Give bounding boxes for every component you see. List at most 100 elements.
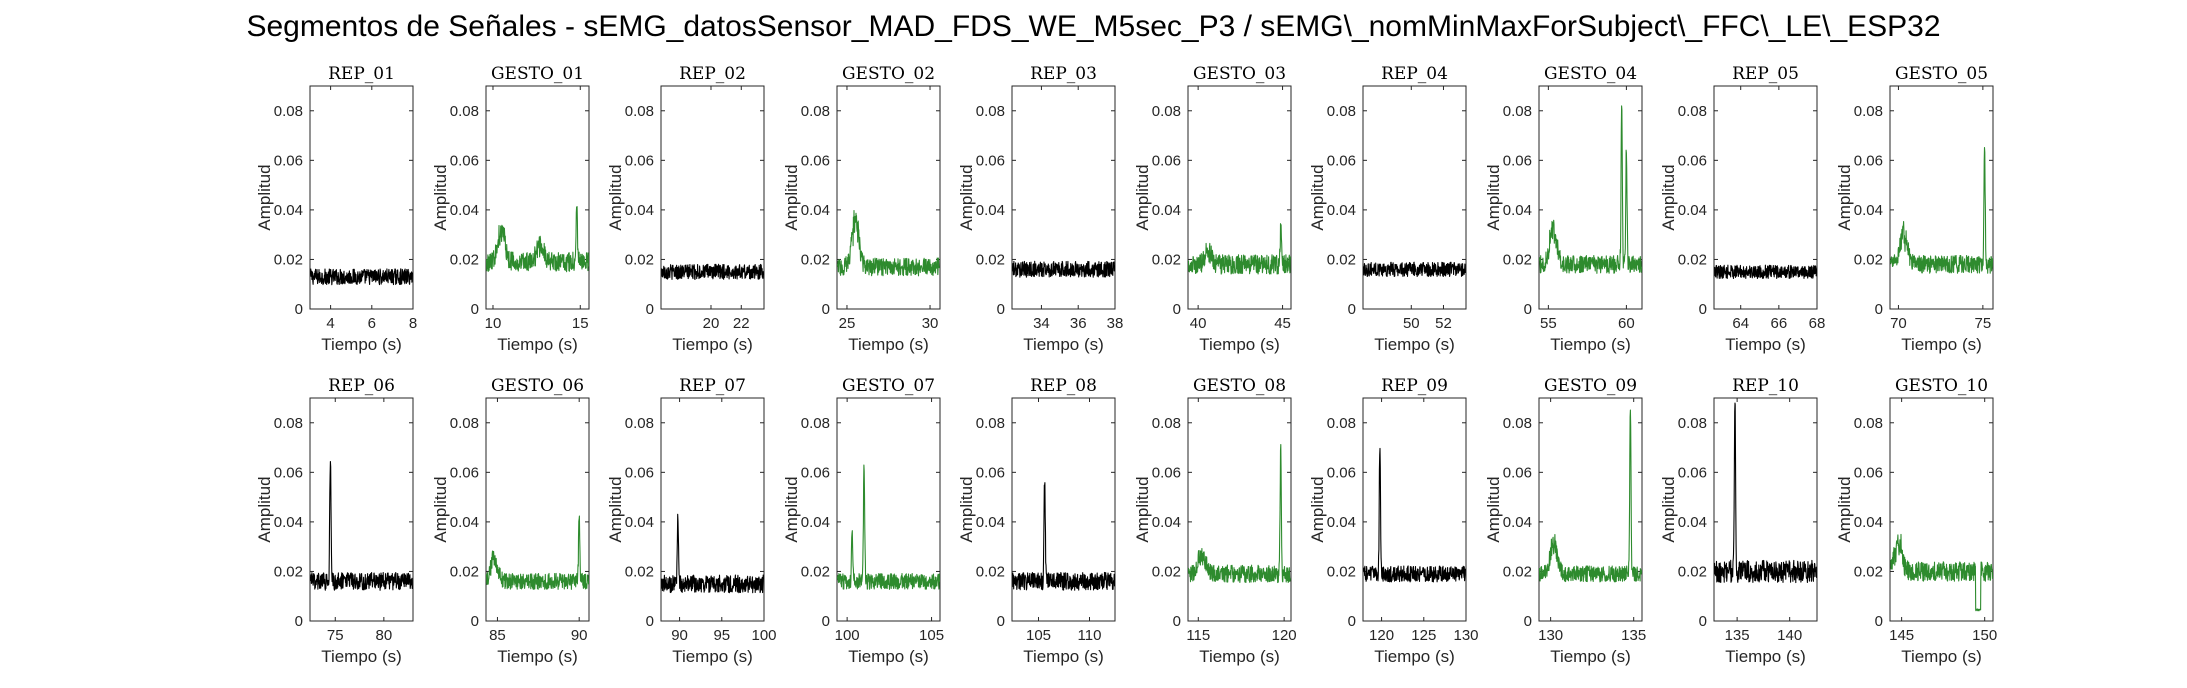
x-axis-label: Tiempo (s) — [1901, 647, 1982, 666]
series-line — [1713, 402, 1818, 584]
y-tick-label: 0.04 — [625, 514, 654, 531]
y-axis-label: Amplitud — [1484, 164, 1503, 230]
y-tick-label: 0.06 — [1503, 152, 1532, 169]
x-tick-label: 140 — [1777, 627, 1802, 644]
y-tick-label: 0.04 — [450, 514, 479, 531]
x-tick-label: 100 — [835, 627, 860, 644]
y-tick-label: 0.02 — [801, 251, 830, 268]
y-tick-label: 0.02 — [1854, 251, 1883, 268]
subplot-gesto-05: 0 0.02 0.04 0.06 0.08 70 75 GESTO_05 Tiempo (s) A… — [1835, 64, 1994, 354]
series-line — [1187, 444, 1292, 584]
y-tick-label: 0.04 — [1152, 202, 1181, 219]
x-tick-label: 90 — [671, 627, 688, 644]
subplot-rep-01: 0 0.02 0.04 0.06 0.08 4 6 8 REP_01 Tiempo (s) Ampl… — [255, 64, 417, 354]
y-axis-label: Amplitud — [255, 164, 274, 230]
y-tick-label: 0.02 — [1152, 563, 1181, 580]
x-tick-label: 105 — [919, 627, 944, 644]
series-line — [1890, 533, 1994, 612]
y-axis-label: Amplitud — [1835, 476, 1854, 542]
series-line — [1362, 447, 1467, 583]
plot-area — [1889, 85, 1994, 310]
y-axis-label: Amplitud — [255, 476, 274, 542]
y-tick-label: 0.06 — [625, 464, 654, 481]
y-tick-label: 0.08 — [1152, 415, 1181, 432]
y-tick-label: 0.04 — [1678, 514, 1707, 531]
series-line — [1538, 105, 1643, 274]
y-tick-label: 0.06 — [625, 152, 654, 169]
x-axis-label: Tiempo (s) — [497, 335, 578, 354]
subplot-gesto-03: 0 0.02 0.04 0.06 0.08 40 45 GESTO_03 Tiempo (s) A… — [1133, 64, 1292, 354]
subplot-title: GESTO_07 — [842, 376, 935, 396]
subplot-rep-06: 0 0.02 0.04 0.06 0.08 75 80 REP_06 Tiempo (s) Amp… — [255, 376, 414, 666]
y-tick-label: 0.04 — [1327, 514, 1356, 531]
x-tick-label: 125 — [1411, 627, 1436, 644]
y-axis-label: Amplitud — [1133, 164, 1152, 230]
plot-area — [836, 85, 941, 310]
y-tick-label: 0.02 — [976, 563, 1005, 580]
y-axis-label: Amplitud — [431, 164, 450, 230]
x-tick-label: 8 — [409, 315, 417, 332]
subplot-title: REP_01 — [328, 64, 395, 84]
y-tick-label: 0.02 — [274, 563, 303, 580]
y-tick-label: 0.08 — [976, 103, 1005, 120]
y-tick-label: 0.02 — [1503, 251, 1532, 268]
y-tick-label: 0.04 — [1503, 514, 1532, 531]
subplot-gesto-09: 0 0.02 0.04 0.06 0.08 130 135 GESTO_09 Tiempo (s… — [1484, 376, 1646, 666]
x-axis-label: Tiempo (s) — [1725, 335, 1806, 354]
subplot-title: REP_05 — [1732, 64, 1799, 84]
y-tick-label: 0.06 — [976, 152, 1005, 169]
y-tick-label: 0.08 — [801, 415, 830, 432]
y-tick-label: 0.02 — [1327, 563, 1356, 580]
subplot-rep-09: 0 0.02 0.04 0.06 0.08 120 125 130 REP_09 Tiempo (… — [1308, 376, 1479, 666]
y-tick-label: 0.04 — [274, 202, 303, 219]
subplot-title: REP_08 — [1030, 376, 1097, 396]
series-line — [1011, 482, 1116, 591]
series-line — [1538, 409, 1643, 583]
x-tick-label: 50 — [1403, 315, 1420, 332]
y-tick-label: 0.06 — [1678, 152, 1707, 169]
x-axis-label: Tiempo (s) — [848, 647, 929, 666]
y-tick-label: 0.02 — [1152, 251, 1181, 268]
subplot-title: REP_06 — [328, 376, 395, 396]
y-tick-label: 0.02 — [1327, 251, 1356, 268]
x-tick-label: 10 — [485, 315, 502, 332]
subplot-rep-03: 0 0.02 0.04 0.06 0.08 34 36 38 REP_03 Tiempo (s) A… — [957, 64, 1123, 354]
x-axis-label: Tiempo (s) — [1023, 335, 1104, 354]
subplot-rep-10: 0 0.02 0.04 0.06 0.08 135 140 REP_10 Tiempo (s) A… — [1659, 376, 1818, 666]
y-tick-label: 0.04 — [1152, 514, 1181, 531]
x-tick-label: 110 — [1078, 627, 1102, 644]
y-tick-label: 0.06 — [1327, 152, 1356, 169]
y-tick-label: 0.02 — [801, 563, 830, 580]
y-tick-label: 0.04 — [976, 202, 1005, 219]
series-line — [485, 206, 590, 273]
y-axis-label: Amplitud — [1133, 476, 1152, 542]
x-tick-label: 135 — [1621, 627, 1646, 644]
x-tick-label: 75 — [1975, 315, 1992, 332]
y-tick-label: 0 — [997, 301, 1005, 318]
x-axis-label: Tiempo (s) — [672, 647, 753, 666]
series-line — [1713, 264, 1818, 280]
x-tick-label: 100 — [751, 627, 776, 644]
series-line — [1362, 261, 1467, 278]
y-tick-label: 0.02 — [1678, 563, 1707, 580]
x-tick-label: 120 — [1272, 627, 1297, 644]
x-tick-label: 60 — [1618, 315, 1635, 332]
x-tick-label: 105 — [1026, 627, 1051, 644]
y-tick-label: 0.06 — [1678, 464, 1707, 481]
subplot-title: GESTO_10 — [1895, 376, 1988, 396]
y-tick-label: 0.08 — [274, 103, 303, 120]
y-tick-label: 0.06 — [1503, 464, 1532, 481]
x-tick-label: 52 — [1435, 315, 1452, 332]
y-tick-label: 0.06 — [1854, 464, 1883, 481]
y-tick-label: 0.08 — [1678, 415, 1707, 432]
y-tick-label: 0.02 — [976, 251, 1005, 268]
y-tick-label: 0.02 — [1854, 563, 1883, 580]
y-axis-label: Amplitud — [431, 476, 450, 542]
y-tick-label: 0.02 — [1678, 251, 1707, 268]
y-tick-label: 0 — [1699, 301, 1707, 318]
y-axis-label: Amplitud — [606, 476, 625, 542]
y-tick-label: 0.04 — [1854, 514, 1883, 531]
x-tick-label: 4 — [326, 315, 334, 332]
y-tick-label: 0.08 — [1503, 415, 1532, 432]
x-tick-label: 95 — [713, 627, 730, 644]
